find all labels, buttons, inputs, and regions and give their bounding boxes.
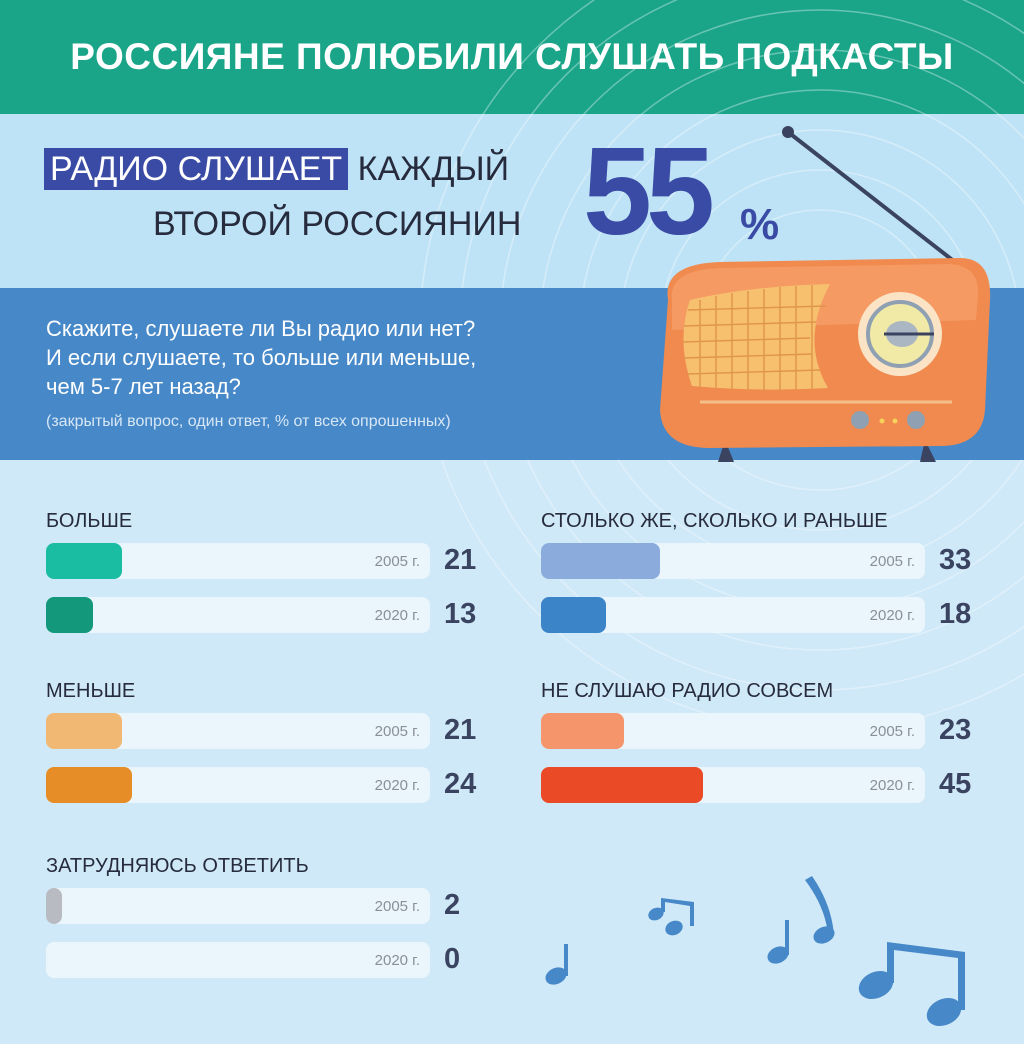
data-label: 0 — [444, 943, 461, 975]
data-label: 21 — [444, 544, 477, 576]
year-label: 2020 г. — [869, 777, 915, 794]
bar — [46, 888, 62, 924]
bar-track: 2005 г. — [46, 713, 430, 749]
category-title: МЕНЬШЕ — [46, 680, 136, 702]
category-title: БОЛЬШЕ — [46, 510, 133, 532]
big-percent-unit: % — [740, 200, 780, 249]
year-label: 2005 г. — [374, 553, 420, 570]
bar — [46, 713, 122, 749]
data-label: 23 — [939, 714, 972, 746]
bar — [541, 713, 624, 749]
category-title: СТОЛЬКО ЖЕ, СКОЛЬКО И РАНЬШЕ — [541, 510, 888, 532]
question-line-2: И если слушаете, то больше или меньше, — [46, 345, 477, 370]
bar-track: 2020 г. — [46, 942, 430, 978]
bar-track: 2005 г. — [541, 713, 925, 749]
big-percent-number: 55 — [583, 123, 715, 261]
bar-track: 2020 г. — [541, 767, 925, 803]
bar-track: 2005 г. — [541, 543, 925, 579]
question-line-1: Скажите, слушаете ли Вы радио или нет? — [46, 316, 476, 341]
data-label: 2 — [444, 889, 461, 921]
bar — [541, 543, 660, 579]
data-label: 13 — [444, 598, 477, 630]
year-label: 2020 г. — [869, 607, 915, 624]
radio-icon — [660, 126, 991, 462]
bar-track: 2020 г. — [46, 767, 430, 803]
data-label: 24 — [444, 768, 477, 800]
year-label: 2005 г. — [374, 723, 420, 740]
data-label: 21 — [444, 714, 477, 746]
year-label: 2005 г. — [374, 898, 420, 915]
category-title: НЕ СЛУШАЮ РАДИО СОВСЕМ — [541, 680, 834, 702]
bar-track: 2020 г. — [46, 597, 430, 633]
headline-highlight: РАДИО СЛУШАЕТ — [44, 148, 349, 190]
hero-band — [0, 114, 1024, 288]
headline-rest: КАЖДЫЙ — [348, 150, 510, 188]
category-title: ЗАТРУДНЯЮСЬ ОТВЕТИТЬ — [46, 855, 309, 877]
year-label: 2005 г. — [869, 723, 915, 740]
bar — [46, 767, 133, 803]
bar — [46, 597, 93, 633]
survey-question: Скажите, слушаете ли Вы радио или нет? И… — [46, 314, 646, 401]
headline-line-2: ВТОРОЙ РОССИЯНИН — [153, 205, 522, 243]
page-title: РОССИЯНЕ ПОЛЮБИЛИ СЛУШАТЬ ПОДКАСТЫ — [70, 36, 954, 77]
year-label: 2020 г. — [374, 777, 420, 794]
bar-track: 2020 г. — [541, 597, 925, 633]
bar-track: 2005 г. — [46, 888, 430, 924]
headline-line-1: РАДИО СЛУШАЕТ КАЖДЫЙ — [44, 148, 510, 190]
bar-track: 2005 г. — [46, 543, 430, 579]
year-label: 2020 г. — [374, 607, 420, 624]
header-band — [0, 0, 1024, 114]
bar — [46, 543, 122, 579]
year-label: 2005 г. — [869, 553, 915, 570]
data-label: 33 — [939, 544, 972, 576]
bar — [541, 767, 703, 803]
data-label: 45 — [939, 768, 972, 800]
data-label: 18 — [939, 598, 972, 630]
year-label: 2020 г. — [374, 952, 420, 969]
bar — [541, 597, 606, 633]
question-line-3: чем 5-7 лет назад? — [46, 374, 241, 399]
question-note: (закрытый вопрос, один ответ, % от всех … — [46, 413, 451, 430]
